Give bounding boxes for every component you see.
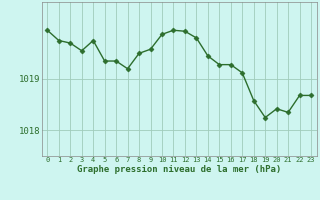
X-axis label: Graphe pression niveau de la mer (hPa): Graphe pression niveau de la mer (hPa) <box>77 165 281 174</box>
